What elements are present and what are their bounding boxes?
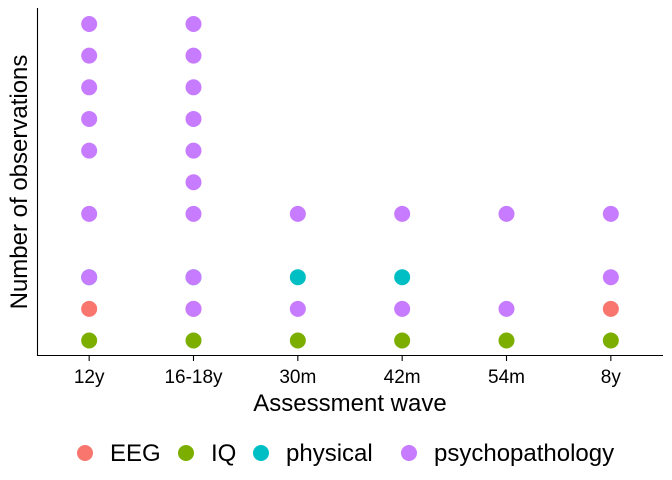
data-point-IQ <box>289 332 306 349</box>
data-point-psychopathology <box>81 142 98 159</box>
data-point-psychopathology <box>498 300 515 317</box>
data-point-psychopathology <box>185 269 202 286</box>
legend-key-psychopathology <box>401 445 417 461</box>
x-tick-label: 12y <box>74 367 105 388</box>
data-point-psychopathology <box>289 300 306 317</box>
x-tick-label: 42m <box>384 367 421 388</box>
legend-label-psychopathology: psychopathology <box>434 440 614 467</box>
data-point-IQ <box>602 332 619 349</box>
data-point-psychopathology <box>185 300 202 317</box>
data-point-psychopathology <box>185 142 202 159</box>
data-point-psychopathology <box>185 174 202 191</box>
x-axis-title: Assessment wave <box>253 390 446 417</box>
data-point-psychopathology <box>81 110 98 127</box>
legend-label-EEG: EEG <box>110 440 161 467</box>
legend-label-IQ: IQ <box>211 440 236 467</box>
legend-key-IQ <box>178 445 194 461</box>
data-point-IQ <box>185 332 202 349</box>
x-tick-label: 16-18y <box>164 367 223 388</box>
x-axis-ticks: 12y 16-18y 30m 42m 54m 8y <box>74 356 622 388</box>
legend-label-physical: physical <box>286 440 373 467</box>
data-point-psychopathology <box>602 269 619 286</box>
data-point-psychopathology <box>185 205 202 222</box>
data-point-psychopathology <box>185 79 202 96</box>
x-tick-label: 8y <box>601 367 622 388</box>
data-point-physical <box>289 269 306 286</box>
data-point-EEG <box>602 300 619 317</box>
x-tick-label: 54m <box>488 367 525 388</box>
data-point-psychopathology <box>81 16 98 32</box>
data-point-psychopathology <box>81 205 98 222</box>
data-point-psychopathology <box>289 205 306 222</box>
legend-key-EEG <box>77 445 93 461</box>
legend-key-physical <box>253 445 269 461</box>
data-point-IQ <box>498 332 515 349</box>
data-point-psychopathology <box>81 269 98 286</box>
y-axis-title: Number of observations <box>6 55 33 310</box>
data-point-psychopathology <box>81 79 98 96</box>
data-point-psychopathology <box>498 205 515 222</box>
data-point-IQ <box>81 332 98 349</box>
legend: EEG IQ physical psychopathology <box>77 440 614 467</box>
points-layer <box>81 16 619 349</box>
data-point-psychopathology <box>185 110 202 127</box>
data-point-IQ <box>394 332 411 349</box>
data-point-psychopathology <box>185 16 202 32</box>
x-tick-label: 30m <box>279 367 316 388</box>
data-point-physical <box>394 269 411 286</box>
data-point-EEG <box>81 300 98 317</box>
data-point-psychopathology <box>81 47 98 64</box>
data-point-psychopathology <box>394 205 411 222</box>
data-point-psychopathology <box>394 300 411 317</box>
data-point-psychopathology <box>602 205 619 222</box>
data-point-psychopathology <box>185 47 202 64</box>
